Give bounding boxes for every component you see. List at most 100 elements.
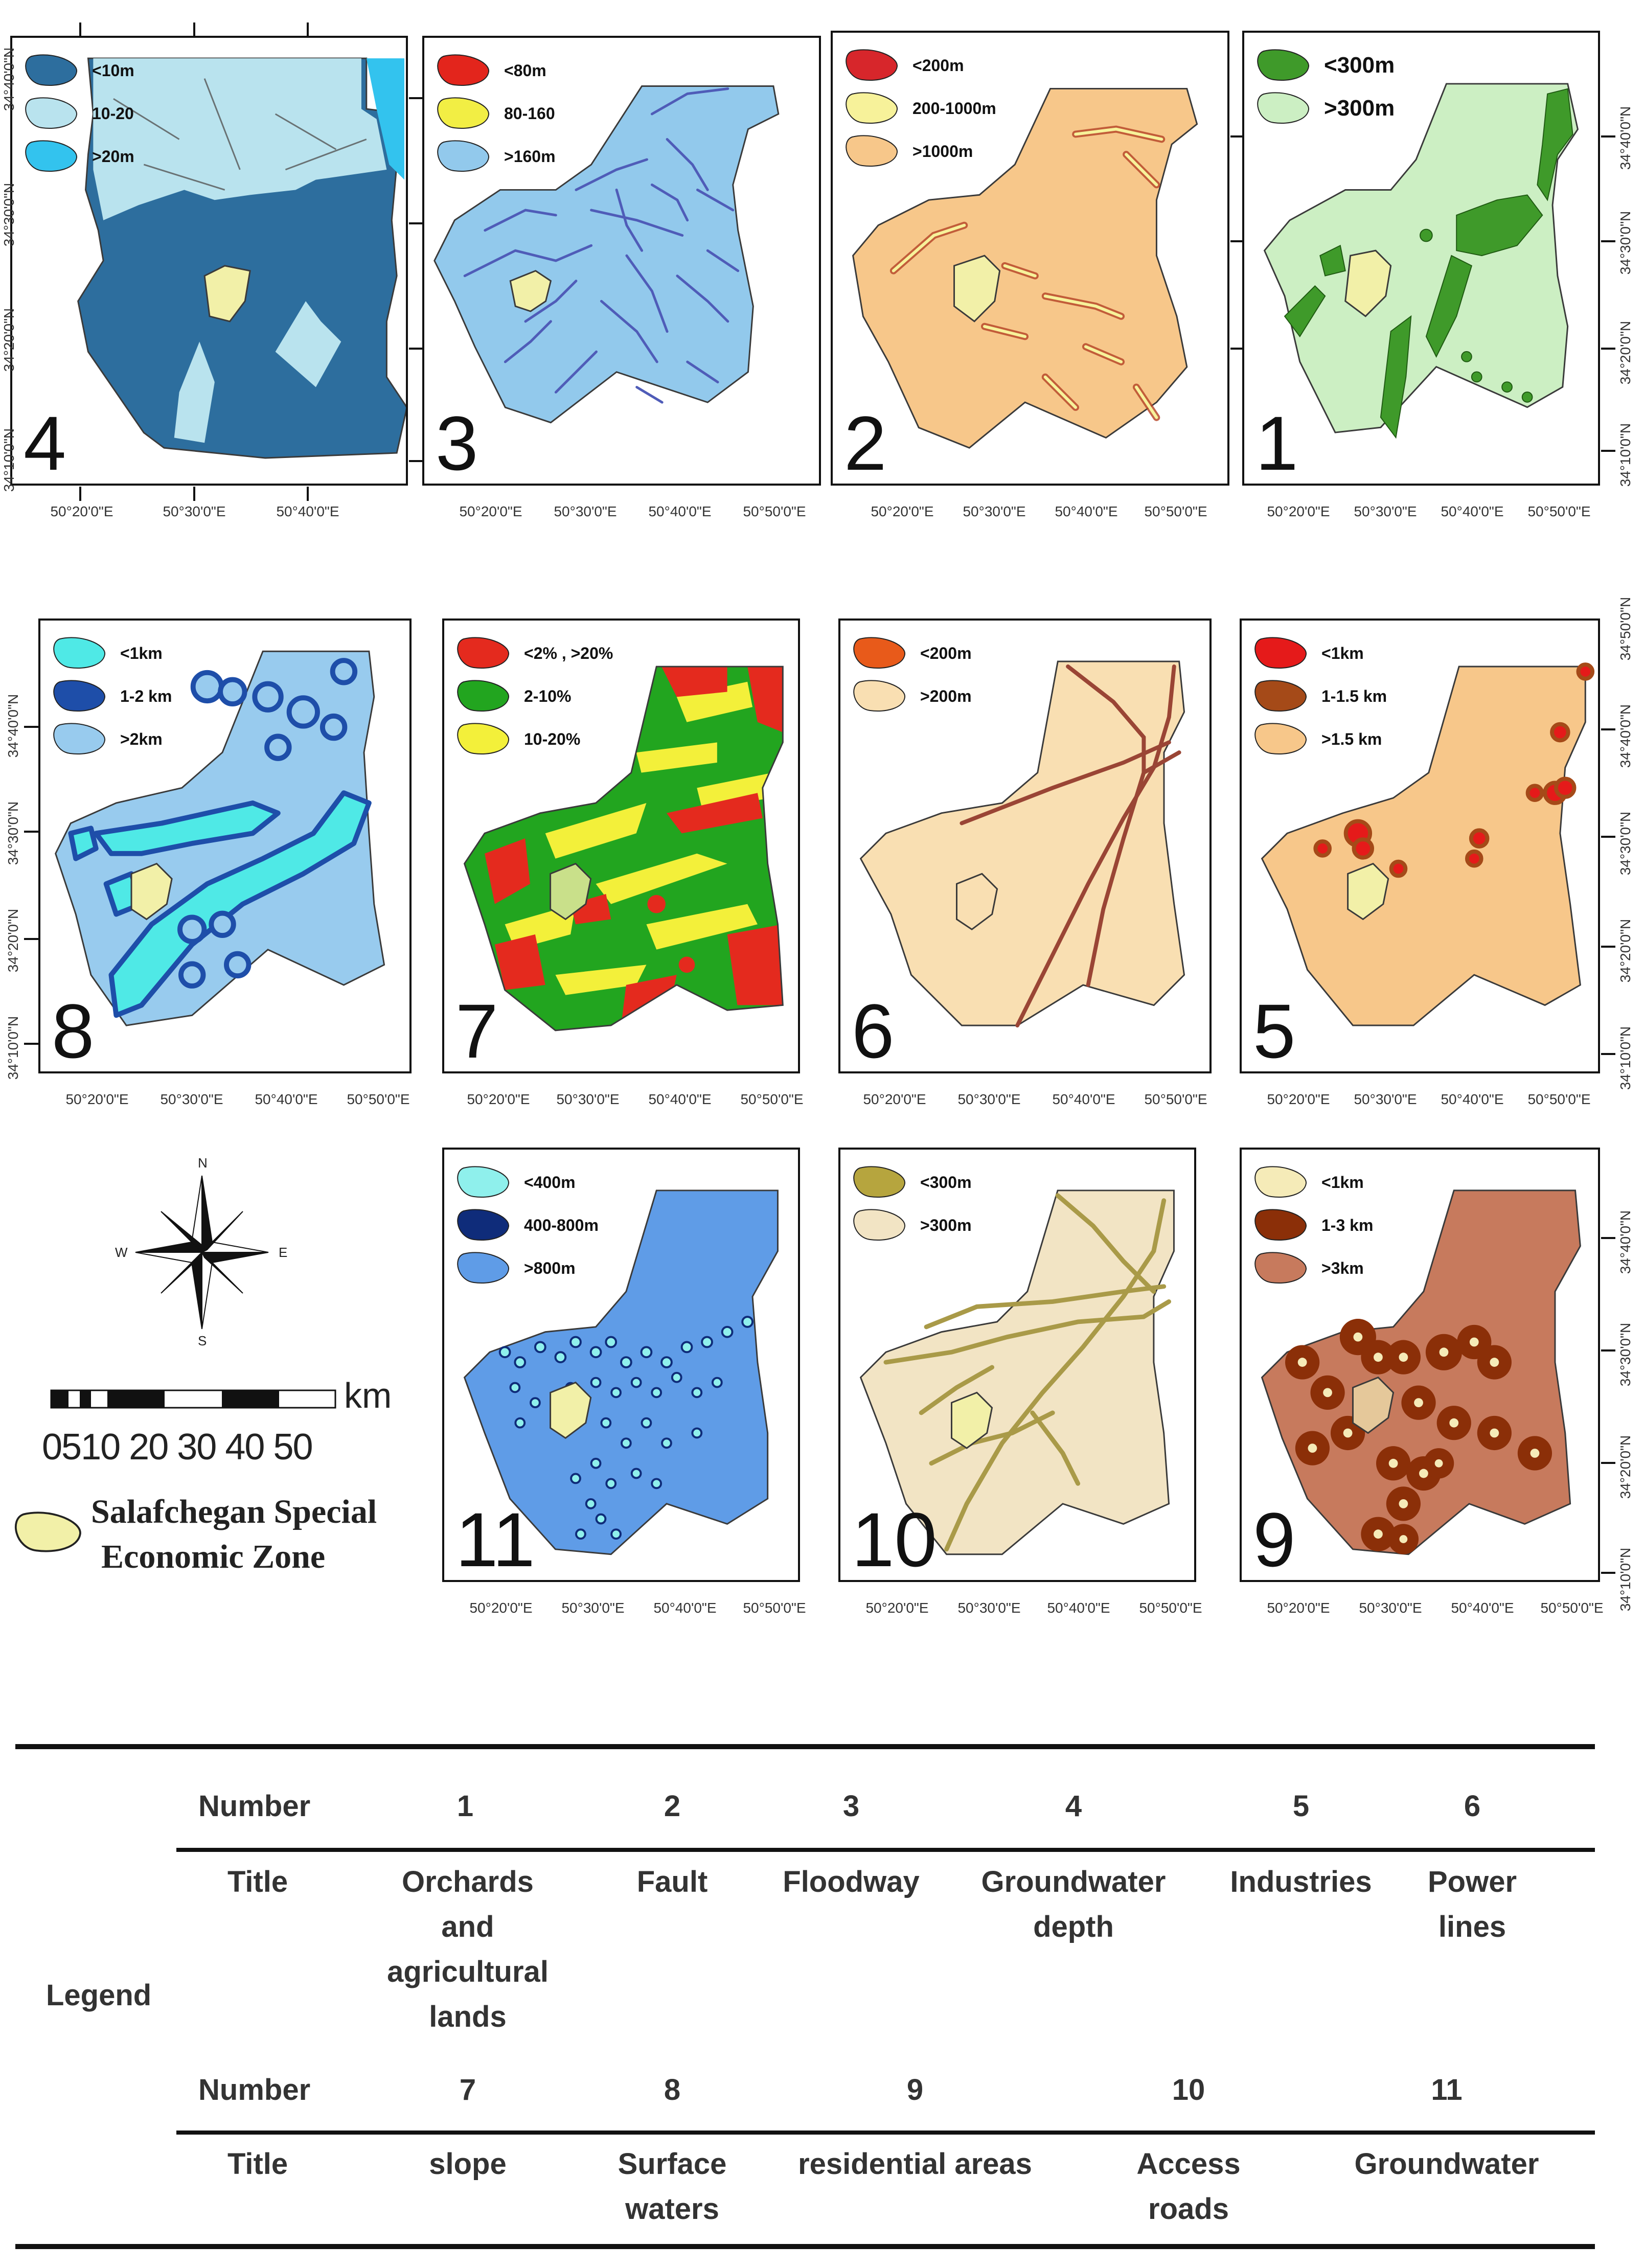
panel-number: 8 xyxy=(52,988,95,1073)
table-number: 8 xyxy=(664,2073,681,2106)
tick xyxy=(24,938,38,940)
map-canvas xyxy=(433,85,780,424)
table-number: 2 xyxy=(664,1790,681,1823)
table-number: 9 xyxy=(906,2073,924,2106)
table-title: Surface waters xyxy=(618,2147,727,2226)
map-legend: <1km 1-1.5 km >1.5 km xyxy=(1251,632,1387,761)
legend-swatch xyxy=(1254,1252,1307,1284)
legend-label: <1km xyxy=(1321,644,1364,662)
legend-item: 1-2 km xyxy=(50,675,172,718)
x-tick-label: 50°30'0"E xyxy=(1354,1091,1417,1107)
legend-label: 80-160 xyxy=(504,104,555,123)
y-tick-label: 34°30'0"N xyxy=(5,801,21,865)
tick xyxy=(307,487,309,501)
legend-item: <1km xyxy=(50,632,172,675)
legend-swatch xyxy=(853,1166,906,1198)
zone-legend-line2: Economic Zone xyxy=(101,1538,326,1575)
y-tick-label: 34°10'0"N xyxy=(1,428,17,492)
x-tick-label: 50°50'0"E xyxy=(1139,1600,1202,1616)
x-tick-label: 50°20'0"E xyxy=(871,503,934,519)
legend-item: >200m xyxy=(850,675,972,718)
legend-label: >200m xyxy=(920,686,972,705)
x-tick-label: 50°40'0"E xyxy=(648,503,712,519)
table-title: slope xyxy=(429,2147,507,2181)
legend-item: >800m xyxy=(453,1247,599,1290)
legend-label: <1km xyxy=(120,644,163,662)
legend-label: 10-20 xyxy=(92,104,134,123)
legend-item: >1000m xyxy=(842,130,996,173)
x-tick-label: 50°20'0"E xyxy=(865,1600,929,1616)
y-tick-label: 34°40'0"N xyxy=(1617,704,1633,768)
legend-item: <400m xyxy=(453,1161,599,1204)
x-tick-label: 50°20'0"E xyxy=(65,1091,129,1107)
tick xyxy=(1601,450,1615,452)
legend-swatch xyxy=(853,1209,906,1241)
legend-item: <80m xyxy=(433,49,556,92)
x-tick-label: 50°50'0"E xyxy=(743,1600,806,1616)
legend-swatch xyxy=(1257,49,1310,81)
tick xyxy=(1601,1053,1615,1055)
y-tick-label: 34°20'0"N xyxy=(1617,1435,1633,1499)
compass-s-label: S xyxy=(198,1333,207,1348)
map-frame: <2% , >20% 2-10% 10-20% 7 xyxy=(442,618,800,1073)
table-rule xyxy=(176,1848,1595,1852)
legend-label: 1-2 km xyxy=(120,686,172,705)
map-frame: <200m >200m 6 xyxy=(838,618,1212,1073)
legend-swatch xyxy=(1254,637,1307,669)
tick xyxy=(1230,240,1245,242)
panel-number: 2 xyxy=(844,400,887,486)
legend-swatch xyxy=(437,54,490,86)
legend-label: <200m xyxy=(912,56,964,75)
y-tick-label: 34°20'0"N xyxy=(1617,320,1633,385)
x-tick-label: 50°20'0"E xyxy=(50,503,113,519)
tick xyxy=(24,831,38,833)
legend-item: <1km xyxy=(1251,632,1387,675)
map-frame: <300m >300m 10 xyxy=(838,1148,1196,1582)
y-tick-label: 34°10'0"N xyxy=(5,1016,21,1080)
x-tick-label: 50°40'0"E xyxy=(1441,503,1504,519)
compass-n-label: N xyxy=(198,1155,208,1171)
legend-label: <300m xyxy=(1324,53,1395,78)
legend-item: <200m xyxy=(842,44,996,87)
legend-item: <300m xyxy=(1253,44,1395,87)
tick xyxy=(409,348,423,350)
legend-label: >20m xyxy=(92,147,134,166)
legend-swatch xyxy=(457,1209,510,1241)
y-tick-label: 34°40'0"N xyxy=(5,694,21,758)
legend-label: 2-10% xyxy=(524,686,572,705)
map-canvas xyxy=(1263,83,1579,439)
map-frame: <80m 80-160 >160m 3 xyxy=(422,36,821,486)
legend-swatch xyxy=(853,680,906,712)
tick xyxy=(409,97,423,99)
legend-swatch xyxy=(1254,1209,1307,1241)
legend-swatch xyxy=(846,49,898,81)
panel-number: 9 xyxy=(1253,1497,1296,1582)
compass-rose-icon xyxy=(135,1175,269,1330)
x-tick-label: 50°40'0"E xyxy=(255,1091,318,1107)
table-number: 4 xyxy=(1065,1790,1082,1823)
tick xyxy=(1601,1349,1615,1351)
legend-label: <400m xyxy=(524,1173,576,1192)
legend-label: <200m xyxy=(920,644,972,662)
table-number: 1 xyxy=(456,1790,474,1823)
legend-label: 10-20% xyxy=(524,729,581,748)
legend-item: <300m xyxy=(850,1161,972,1204)
legend-label: >1.5 km xyxy=(1321,729,1382,748)
map-canvas xyxy=(463,666,784,1032)
x-tick-label: 50°40'0"E xyxy=(1047,1600,1110,1616)
legend-item: >160m xyxy=(433,135,556,178)
table-title: Fault xyxy=(636,1865,708,1898)
legend-swatch xyxy=(1254,723,1307,754)
x-tick-label: 50°40'0"E xyxy=(1052,1091,1115,1107)
legend-swatch xyxy=(25,140,78,172)
tick xyxy=(1230,135,1245,138)
legend-swatch xyxy=(457,723,510,754)
y-tick-label: 34°50'0"N xyxy=(1617,597,1633,661)
map-canvas xyxy=(12,38,406,484)
map-frame: <10m 10-20 >20m 4 xyxy=(10,36,408,486)
legend-item: >2km xyxy=(50,718,172,761)
tick xyxy=(307,22,309,37)
legend-label: >3km xyxy=(1321,1258,1364,1277)
legend-item: 80-160 xyxy=(433,92,556,135)
map-canvas xyxy=(859,1189,1175,1555)
